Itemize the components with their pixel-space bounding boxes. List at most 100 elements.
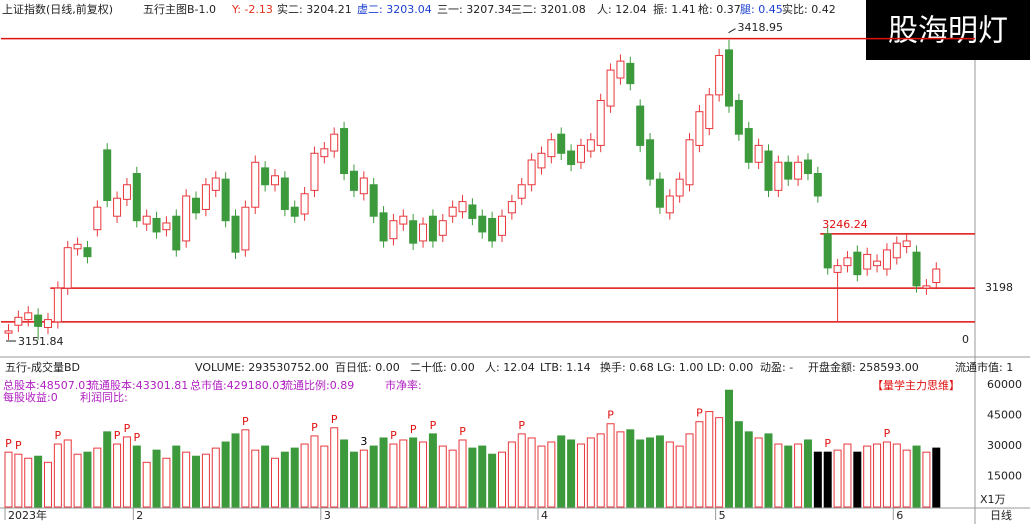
volume-bar [221, 441, 230, 508]
candle-body [912, 251, 921, 287]
candle-body [468, 204, 477, 219]
volume-bar [132, 445, 141, 508]
candle-body [547, 139, 556, 158]
volume-bar [567, 439, 576, 508]
volume-bar [468, 447, 477, 508]
volume-flag: P [331, 413, 338, 426]
volume-bar [803, 439, 812, 508]
candle-body [142, 215, 151, 225]
volume-bar [853, 451, 862, 508]
volume-bar [340, 439, 349, 508]
info-item: 市净率: [385, 378, 422, 392]
candle-body [843, 257, 852, 267]
volume-bar [379, 437, 388, 508]
volume-flag: P [124, 422, 131, 435]
volume-bar [823, 451, 832, 508]
volume-tick-label: 45000 [987, 409, 1022, 422]
volume-flag: P [410, 423, 417, 436]
volume-bar [705, 411, 714, 508]
volume-bar [389, 443, 398, 508]
arrow [728, 28, 736, 34]
candle-body [241, 206, 250, 251]
volume-bar [932, 447, 941, 508]
x-tick-label: 4 [541, 509, 548, 522]
volume-bar [24, 457, 33, 508]
x-tick-label: 2023年 [8, 508, 47, 522]
volume-bar [665, 441, 674, 508]
volume-bar [843, 443, 852, 508]
header-item: 上证指数(日线,前复权) [2, 2, 113, 16]
candle-body [764, 150, 773, 191]
volume-header-item: 换手: 0.68 [600, 360, 654, 374]
volume-bar [912, 445, 921, 508]
volume-bar [261, 445, 270, 508]
header-item: 三二: 3201.08 [511, 3, 586, 16]
volume-bar [813, 451, 822, 508]
volume-bar [547, 441, 556, 508]
candle-body [330, 133, 339, 152]
volume-flag: P [55, 429, 62, 442]
volume-header-item: 百日低: 0.00 [335, 361, 400, 374]
candle-body [43, 319, 52, 328]
candle-body [113, 197, 122, 217]
candle-body [290, 206, 299, 217]
candle-body [182, 195, 191, 242]
candle-body [823, 233, 832, 269]
volume-bar [892, 443, 901, 508]
candle-body [103, 149, 112, 201]
candle-body [122, 184, 131, 200]
candle-body [4, 330, 13, 334]
candle-body [399, 215, 408, 225]
volume-flag: P [311, 421, 318, 434]
header-item: 实二: 3204.21 [277, 2, 352, 16]
candle-body [488, 217, 497, 242]
candle-body [409, 220, 418, 244]
volume-bar [349, 451, 358, 508]
volume-bar [320, 445, 329, 508]
candle-body [527, 159, 536, 186]
volume-bar [280, 451, 289, 508]
candle-body [734, 99, 743, 135]
header-item: 振: 1.41 [653, 2, 696, 16]
candle-body [863, 253, 872, 270]
volume-flag: P [459, 425, 466, 438]
volume-bar [211, 447, 220, 508]
candle-body [478, 215, 487, 233]
volume-unit: X1万 [980, 493, 1006, 506]
info-item: 总股本:48507.03 [3, 378, 92, 392]
candle-body [705, 94, 714, 130]
volume-bar [448, 449, 457, 508]
volume-bar [241, 429, 250, 508]
volume-bar [300, 443, 309, 508]
volume-bar [744, 431, 753, 508]
info-item: 【量学主力思维】 [872, 378, 960, 392]
candle-body [152, 217, 161, 233]
volume-bar [586, 437, 595, 508]
volume-header-item: 五行-成交量BD [5, 360, 80, 374]
candle-body [24, 312, 33, 321]
candle-body [725, 49, 734, 107]
volume-header-item: LTB: 1.14 [540, 361, 591, 374]
volume-tick-label: 60000 [987, 378, 1022, 391]
volume-flag: P [607, 409, 614, 422]
volume-bar [527, 437, 536, 508]
right-marker: 0 [962, 333, 969, 346]
candle-body [567, 150, 576, 166]
candle-body [715, 55, 724, 96]
candle-body [507, 201, 516, 214]
volume-bar [636, 439, 645, 508]
header-item: 三一: 3207.34 [437, 3, 512, 16]
candle-body [932, 268, 941, 284]
candle-body [14, 316, 23, 326]
volume-bar [794, 443, 803, 508]
candle-body [192, 197, 201, 214]
volume-bar [359, 449, 368, 508]
info-item: 流通股本:43301.81 [88, 378, 188, 392]
volume-bar [478, 445, 487, 508]
candle-body [93, 206, 102, 231]
volume-bar [655, 435, 664, 508]
candle-body [428, 215, 437, 242]
candle-body [251, 161, 260, 208]
candle-body [675, 178, 684, 197]
